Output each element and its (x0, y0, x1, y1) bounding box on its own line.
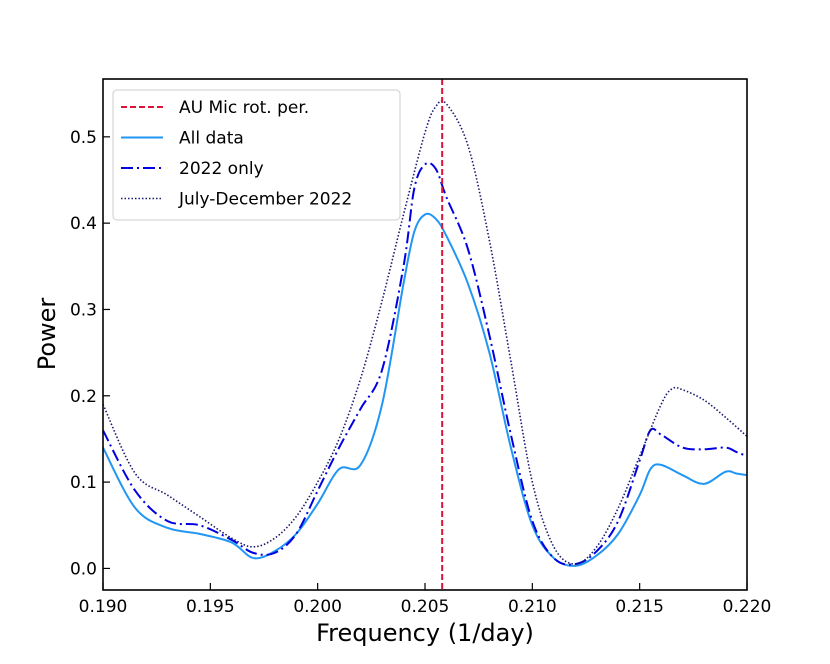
legend-label: 2022 only (179, 159, 264, 179)
x-tick-label: 0.220 (723, 597, 772, 617)
series-line-2 (103, 161, 747, 566)
series-line-1 (103, 212, 747, 567)
y-axis-label: Power (33, 298, 61, 371)
y-tick-label: 0.4 (70, 214, 97, 234)
x-tick-label: 0.205 (401, 597, 450, 617)
axis-ticks: 0.190 0.195 0.200 0.205 0.210 0.215 0.220 0.0 0.… (70, 128, 771, 617)
x-tick-label: 0.190 (79, 597, 128, 617)
y-tick-label: 0.1 (70, 473, 97, 493)
y-tick-label: 0.5 (70, 128, 97, 148)
legend-label: All data (179, 129, 244, 149)
plot-area (103, 79, 747, 590)
y-tick-label: 0.0 (70, 559, 97, 579)
x-axis-label: Frequency (1/day) (316, 619, 534, 647)
axes-frame (102, 78, 748, 591)
x-tick-label: 0.215 (615, 597, 664, 617)
y-tick-label: 0.3 (70, 300, 97, 320)
legend-box (112, 89, 401, 221)
legend-label: July-December 2022 (178, 190, 352, 210)
x-tick-label: 0.210 (508, 597, 557, 617)
x-tick-label: 0.200 (293, 597, 342, 617)
legend: AU Mic rot. per. All data 2022 only July-De… (112, 89, 401, 221)
x-tick-label: 0.195 (186, 597, 235, 617)
legend-label: AU Mic rot. per. (179, 98, 309, 118)
y-tick-label: 0.2 (70, 387, 97, 407)
axes-border (102, 78, 748, 591)
